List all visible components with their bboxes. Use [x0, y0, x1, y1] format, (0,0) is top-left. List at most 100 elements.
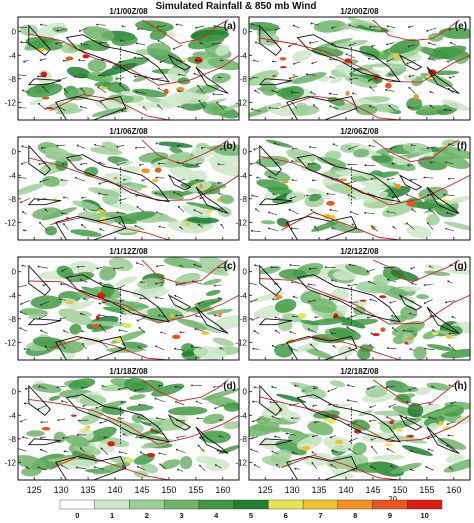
y-tick-label: -12: [235, 338, 247, 347]
rainfall-blob: [115, 276, 138, 287]
rainfall-blob: [276, 393, 307, 403]
wind-arrow: [427, 42, 437, 46]
wind-arrow: [220, 223, 225, 229]
wind-arrow: [268, 106, 280, 110]
rainfall-blob: [426, 382, 450, 391]
wind-arrow: [216, 449, 225, 454]
x-tick-label: 155: [419, 485, 434, 495]
wind-arrow: [59, 340, 66, 350]
wind-arrow: [386, 210, 397, 214]
wind-arrow: [76, 433, 87, 436]
wind-arrow: [24, 387, 30, 390]
wind-arrow: [119, 198, 127, 202]
wind-arrow: [97, 86, 107, 93]
wind-arrow: [196, 417, 204, 420]
panel-frame: [248, 256, 471, 361]
wind-arrow: [57, 77, 68, 81]
rainfall-hotspot: [274, 294, 283, 300]
wind-arrow: [345, 181, 356, 185]
wind-arrow: [451, 315, 456, 319]
rainfall-blob: [307, 188, 332, 200]
rainfall-blob: [300, 290, 321, 305]
wind-arrow: [306, 194, 317, 197]
wind-arrow: [411, 208, 417, 213]
coastline: [65, 274, 170, 323]
wind-arrow: [157, 25, 167, 28]
rainfall-blob: [281, 410, 302, 423]
wind-arrow: [249, 161, 261, 165]
wind-arrow: [448, 76, 455, 79]
rainfall-blob: [329, 380, 346, 388]
wind-arrow: [448, 344, 457, 352]
rainfall-hotspot: [218, 311, 223, 316]
wind-arrow: [389, 146, 397, 150]
wind-arrow: [176, 161, 185, 165]
wind-arrow: [137, 416, 147, 421]
coastline: [296, 274, 401, 323]
panel-time-label: 1/1/18Z/08: [109, 367, 148, 376]
rainfall-blob: [274, 298, 297, 313]
coastline: [167, 294, 192, 311]
wind-arrow: [364, 164, 376, 167]
wind-arrow: [332, 143, 339, 147]
rainfall-blob: [36, 22, 67, 39]
wind-arrow: [38, 385, 48, 389]
rainfall-blob: [176, 318, 207, 330]
rain-contour: [281, 454, 400, 480]
wind-arrow: [79, 447, 86, 453]
wind-arrow: [44, 345, 50, 351]
wind-arrow: [252, 59, 260, 62]
rain-contour: [141, 139, 229, 165]
wind-arrow: [79, 105, 88, 109]
rainfall-hotspot: [282, 180, 289, 184]
coastline: [426, 186, 460, 214]
rainfall-blob: [401, 445, 433, 456]
wind-arrow: [172, 191, 184, 197]
coastline: [259, 144, 282, 176]
wind-arrow: [136, 206, 145, 213]
wind-arrow: [249, 282, 258, 286]
rainfall-blob: [193, 346, 227, 360]
rainfall-hotspot: [151, 178, 159, 183]
rainfall-blob: [199, 257, 231, 273]
wind-arrow: [156, 264, 165, 268]
rainfall-hotspot: [141, 168, 150, 174]
wind-arrow: [347, 194, 356, 199]
wind-arrow: [251, 194, 259, 198]
wind-arrow: [81, 343, 87, 350]
wind-arrow: [308, 300, 316, 303]
wind-arrow: [219, 59, 225, 62]
wind-arrow: [73, 75, 85, 79]
rainfall-blob: [355, 280, 391, 294]
wind-arrow: [370, 44, 376, 48]
wind-arrow: [253, 146, 261, 151]
rainfall-blob: [223, 421, 239, 430]
rainfall-blob: [447, 196, 470, 204]
wind-arrow: [364, 211, 375, 214]
wind-arrow: [314, 316, 320, 319]
wind-arrow: [409, 434, 414, 438]
rainfall-blob: [437, 438, 467, 450]
wind-arrow: [274, 28, 281, 31]
wind-arrow: [80, 330, 86, 333]
wind-arrow: [447, 434, 454, 437]
rainfall-hotspot: [194, 57, 203, 63]
rainfall-hotspot: [40, 71, 48, 77]
wind-arrow: [118, 346, 124, 351]
rainfall-blob: [28, 313, 44, 319]
rainfall-blob: [307, 420, 334, 436]
colorbar-swatch: [129, 499, 165, 510]
rainfall-blob: [385, 53, 422, 67]
wind-arrow: [218, 192, 224, 195]
colorbar-label: 10: [420, 511, 428, 520]
wind-arrow: [429, 74, 436, 78]
wind-arrow: [311, 462, 318, 469]
rainfall-blob: [308, 193, 322, 202]
wind-arrow: [424, 347, 435, 351]
wind-arrow: [423, 283, 433, 287]
wind-arrow: [312, 387, 319, 390]
wind-arrow: [138, 403, 147, 406]
rainfall-blob: [87, 59, 107, 73]
wind-arrow: [308, 145, 317, 149]
rainfall-hotspot: [70, 414, 77, 417]
